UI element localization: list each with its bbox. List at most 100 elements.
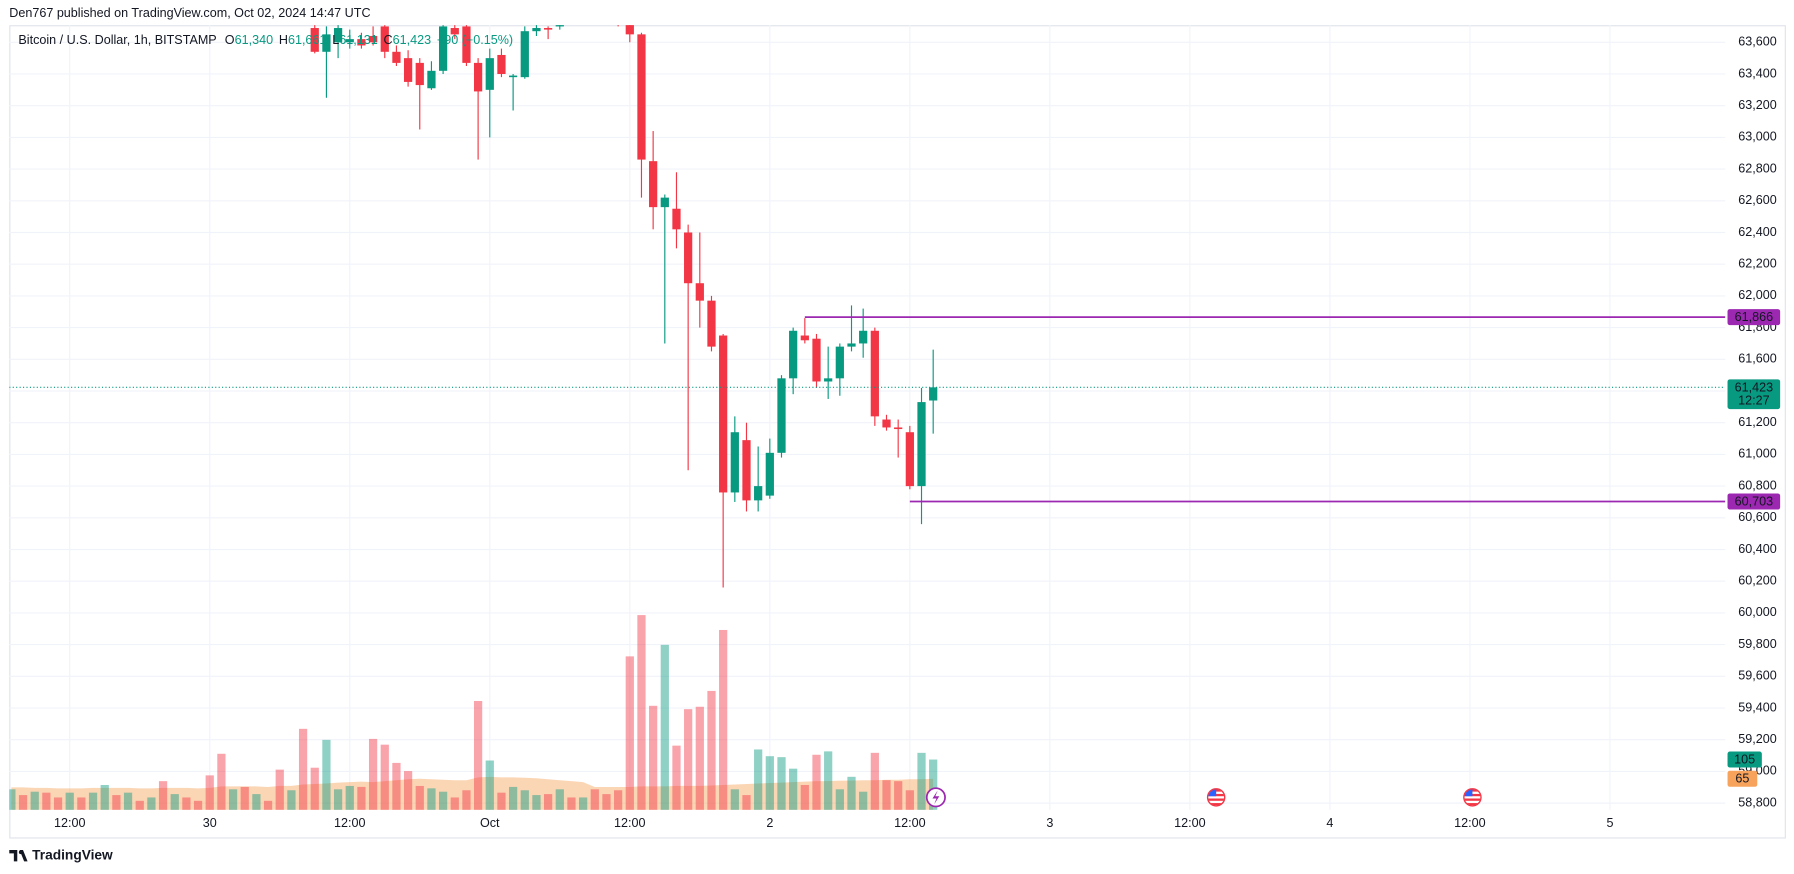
volume-bar [742, 795, 751, 810]
y-tick-label: 63,600 [1738, 35, 1776, 49]
y-tick-label: 60,600 [1738, 510, 1776, 524]
event-icon-ring [1206, 788, 1226, 807]
volume-bar [485, 760, 494, 810]
volume-bar [754, 749, 763, 810]
y-tick-label: 62,000 [1738, 288, 1776, 302]
volume-bar [322, 739, 331, 810]
y-tick-label: 60,200 [1738, 574, 1776, 588]
candle-body [929, 387, 938, 401]
volume-bar [403, 771, 413, 810]
volume-bar [532, 795, 541, 810]
volume-bar [53, 797, 63, 810]
candle-body [380, 26, 389, 52]
level-label-box [1727, 309, 1781, 326]
candle-body [427, 70, 436, 89]
volume-bar [158, 781, 168, 810]
volume-bar [695, 706, 704, 810]
candle-body [789, 330, 798, 379]
y-tick-label: 63,400 [1738, 66, 1776, 80]
y-tick-label: 58,800 [1738, 795, 1776, 809]
legend-field-label: C [384, 34, 393, 48]
volume-bar [649, 705, 658, 810]
candle-body [368, 35, 378, 43]
volume-bar [240, 786, 249, 810]
volume-bar [800, 784, 809, 810]
level-label: 61,866 [1735, 310, 1773, 324]
legend-symbol: Bitcoin / U.S. Dollar, 1h, BITSTAMP [18, 34, 216, 48]
y-tick-label: 60,000 [1738, 605, 1776, 619]
y-tick-label: 59,200 [1738, 732, 1776, 746]
volume-bar [508, 786, 518, 810]
header-text: Den767 published on TradingView.com, Oct… [9, 6, 370, 20]
volume-bar [917, 752, 926, 810]
volume-bar [719, 629, 728, 810]
candle-body [777, 378, 786, 453]
grid [9, 25, 1726, 810]
volume-bar [77, 797, 86, 810]
y-tick-label: 63,200 [1738, 98, 1776, 112]
volume-ma-label: 65 [1735, 772, 1749, 786]
volume-bar [42, 792, 51, 810]
candle-body [520, 31, 529, 78]
volume-bar [298, 728, 308, 810]
volume-bar [520, 790, 529, 810]
y-tick-label: 62,600 [1738, 193, 1776, 207]
candle-body [310, 28, 319, 52]
volume-bar [765, 756, 774, 810]
candle-body [649, 161, 658, 208]
volume-bar [217, 753, 226, 810]
volume-bar [473, 700, 483, 810]
candle-body [812, 338, 821, 382]
volume-bar [392, 762, 401, 810]
y-tick-label: 60,800 [1738, 478, 1776, 492]
volume-bar [824, 751, 833, 810]
candle-body [672, 208, 681, 230]
volume-bar [193, 800, 203, 810]
y-tick-label: 61,200 [1738, 415, 1776, 429]
volume-bar [567, 797, 576, 810]
x-tick-label: 3 [1046, 816, 1053, 830]
y-tick-label: 59,600 [1738, 669, 1776, 683]
volume-bar [252, 794, 261, 810]
candle-body [403, 58, 413, 82]
x-tick-label: 12:00 [614, 816, 645, 830]
x-tick-label: 12:00 [1454, 816, 1485, 830]
legend-field-value: 61,661 [288, 34, 326, 48]
volume-bar [18, 795, 28, 810]
volume-bar [170, 794, 179, 810]
y-tick-label: 63,000 [1738, 130, 1776, 144]
volume-ma-label-box [1727, 770, 1758, 787]
volume-bar [275, 769, 284, 810]
volume-bar [135, 800, 144, 810]
volume-bar [672, 745, 681, 810]
x-tick-label: 4 [1326, 816, 1333, 830]
candle-body [322, 34, 331, 52]
volume-bar [929, 759, 938, 810]
volume-bar [287, 790, 296, 810]
candle-body [462, 26, 471, 63]
volume-bar [847, 776, 856, 810]
legend-change: +90 (+0.15%) [437, 34, 513, 48]
candle-body [859, 330, 868, 344]
volume-bar [660, 644, 669, 810]
volume-bar [789, 768, 798, 810]
volume-bar [100, 784, 109, 810]
volume-bar [205, 775, 214, 810]
volume-bar [182, 797, 191, 810]
candle-body [392, 51, 401, 63]
level-label-box [1727, 493, 1781, 510]
event-icon [1464, 789, 1481, 806]
volume-bar [905, 790, 914, 810]
volume-bar [30, 791, 39, 810]
x-tick-label: 12:00 [334, 816, 365, 830]
volume-bar [835, 789, 844, 810]
candle-body [415, 62, 424, 86]
candle-body [555, 25, 564, 27]
volume-bar [147, 797, 156, 810]
volume-bar [812, 754, 821, 810]
volume-bar [602, 794, 611, 810]
event-icon [1208, 789, 1225, 806]
candle-body [917, 402, 926, 487]
